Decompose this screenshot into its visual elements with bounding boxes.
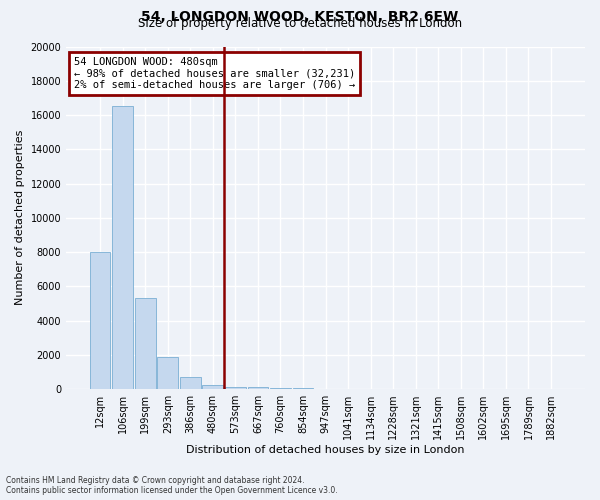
Bar <box>112 106 133 389</box>
Text: 54, LONGDON WOOD, KESTON, BR2 6EW: 54, LONGDON WOOD, KESTON, BR2 6EW <box>142 10 458 24</box>
Bar <box>293 388 313 389</box>
Text: 54 LONGDON WOOD: 480sqm
← 98% of detached houses are smaller (32,231)
2% of semi: 54 LONGDON WOOD: 480sqm ← 98% of detache… <box>74 57 355 90</box>
Bar <box>135 298 155 389</box>
Bar <box>157 356 178 389</box>
X-axis label: Distribution of detached houses by size in London: Distribution of detached houses by size … <box>187 445 465 455</box>
Bar <box>225 386 246 389</box>
Bar <box>180 377 200 389</box>
Text: Size of property relative to detached houses in London: Size of property relative to detached ho… <box>138 18 462 30</box>
Text: Contains HM Land Registry data © Crown copyright and database right 2024.
Contai: Contains HM Land Registry data © Crown c… <box>6 476 338 495</box>
Bar <box>270 388 291 389</box>
Bar <box>90 252 110 389</box>
Bar <box>248 388 268 389</box>
Y-axis label: Number of detached properties: Number of detached properties <box>15 130 25 306</box>
Bar <box>202 385 223 389</box>
